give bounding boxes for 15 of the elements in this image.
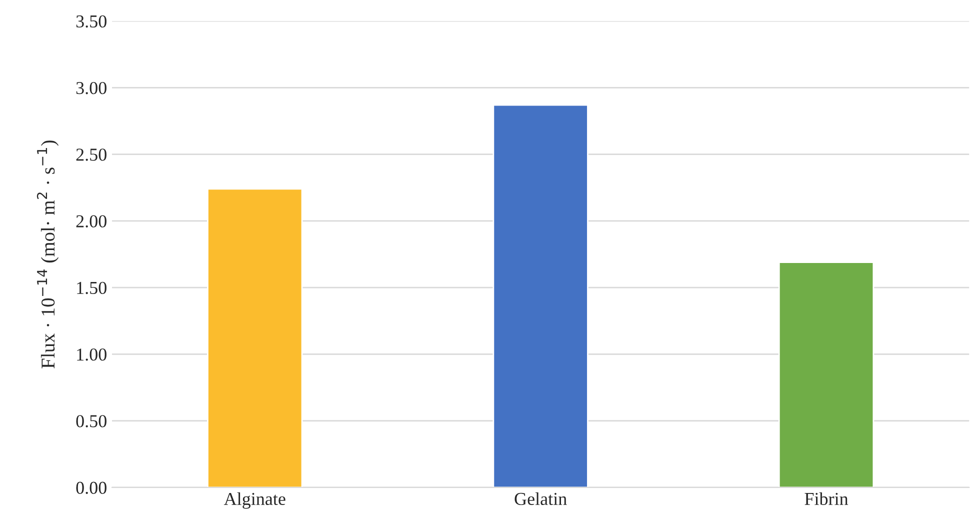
bar <box>778 262 874 488</box>
x-tick-label: Alginate <box>224 492 286 509</box>
y-tick-label: 1.00 <box>77 348 106 361</box>
y-tick-label: 0.50 <box>76 415 106 428</box>
y-tick-label: 3.00 <box>76 82 106 94</box>
y-tick-label: 0.00 <box>76 482 106 494</box>
y-tick-label: 3.50 <box>76 15 106 28</box>
bar <box>492 104 588 488</box>
y-tick-label: 1.50 <box>77 282 106 294</box>
x-tick-label: Gelatin <box>514 492 567 506</box>
y-tick-label: 2.00 <box>76 215 106 228</box>
y-axis-title: Flux · 10$^{−14}$ (mol· m$^{2}$ · s$^{−1}$) <box>36 140 59 368</box>
bar <box>207 188 303 488</box>
x-tick-label: Fibrin <box>804 492 848 506</box>
y-tick-label: 2.50 <box>76 148 106 161</box>
